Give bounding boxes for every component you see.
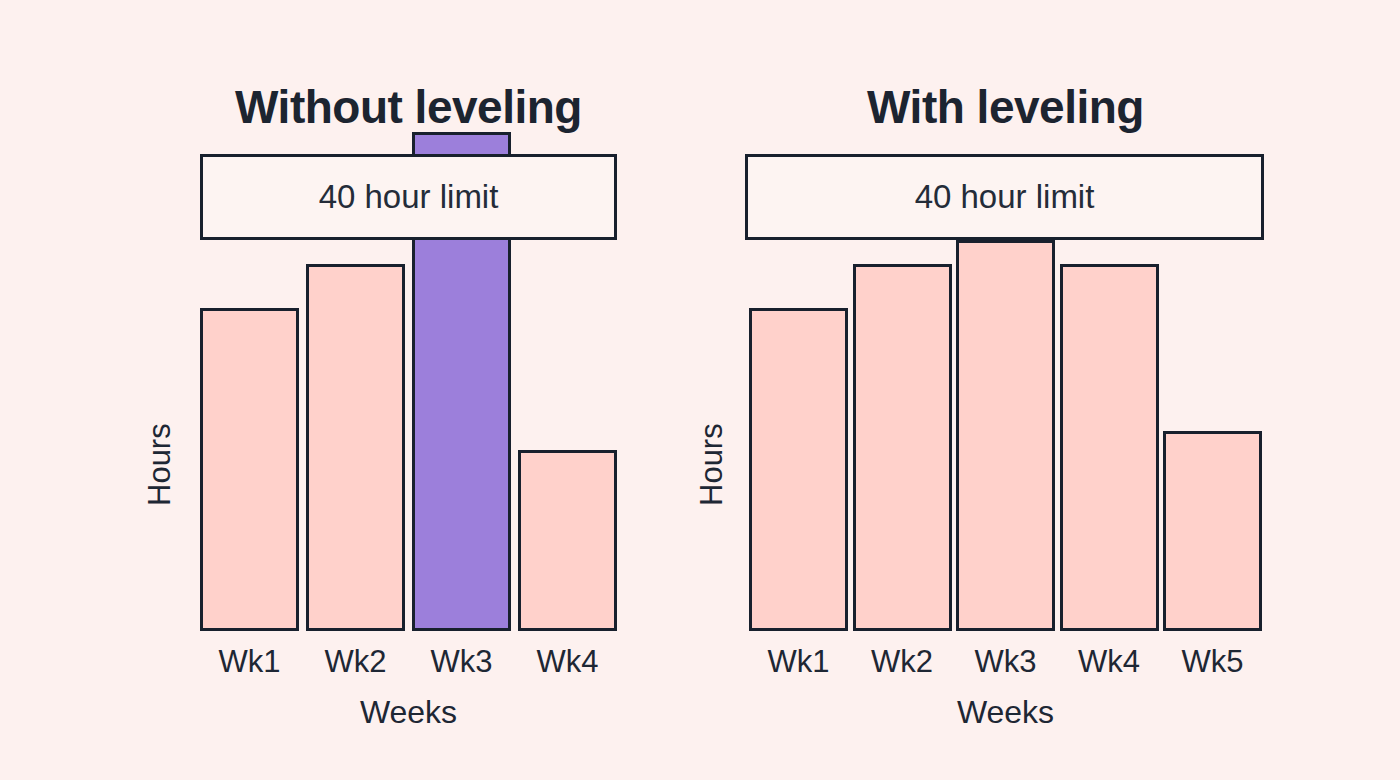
x-tick-wk1: Wk1 [749, 644, 848, 680]
x-tick-wk3: Wk3 [412, 644, 511, 680]
x-axis-label: Weeks [749, 694, 1262, 731]
x-tick-labels: Wk1Wk2Wk3Wk4Wk5 [749, 644, 1262, 680]
limit-line-box: 40 hour limit [200, 154, 617, 240]
chart-without-leveling: Without leveling Hours 40 hour limit Wk1… [200, 0, 617, 780]
bar-wk1 [200, 308, 299, 631]
bar-wk2 [306, 264, 405, 631]
limit-line-label: 40 hour limit [319, 178, 499, 216]
y-axis-label: Hours [694, 400, 730, 530]
bar-wk3 [956, 240, 1055, 631]
x-tick-labels: Wk1Wk2Wk3Wk4 [200, 644, 617, 680]
y-axis-label: Hours [142, 400, 178, 530]
x-axis-label: Weeks [200, 694, 617, 731]
bar-wk1 [749, 308, 848, 631]
x-tick-wk4: Wk4 [1060, 644, 1159, 680]
bar-wk4 [518, 450, 617, 631]
x-tick-wk3: Wk3 [956, 644, 1055, 680]
bar-wk4 [1060, 264, 1159, 631]
x-tick-wk2: Wk2 [853, 644, 952, 680]
x-tick-wk1: Wk1 [200, 644, 299, 680]
limit-line-box: 40 hour limit [745, 154, 1264, 240]
chart-with-leveling: With leveling Hours 40 hour limit Wk1Wk2… [749, 0, 1262, 780]
bar-wk2 [853, 264, 952, 631]
x-tick-wk2: Wk2 [306, 644, 405, 680]
resource-leveling-infographic: Without leveling Hours 40 hour limit Wk1… [0, 0, 1400, 780]
x-tick-wk5: Wk5 [1163, 644, 1262, 680]
bar-wk5 [1163, 431, 1262, 631]
x-tick-wk4: Wk4 [518, 644, 617, 680]
limit-line-label: 40 hour limit [915, 178, 1095, 216]
